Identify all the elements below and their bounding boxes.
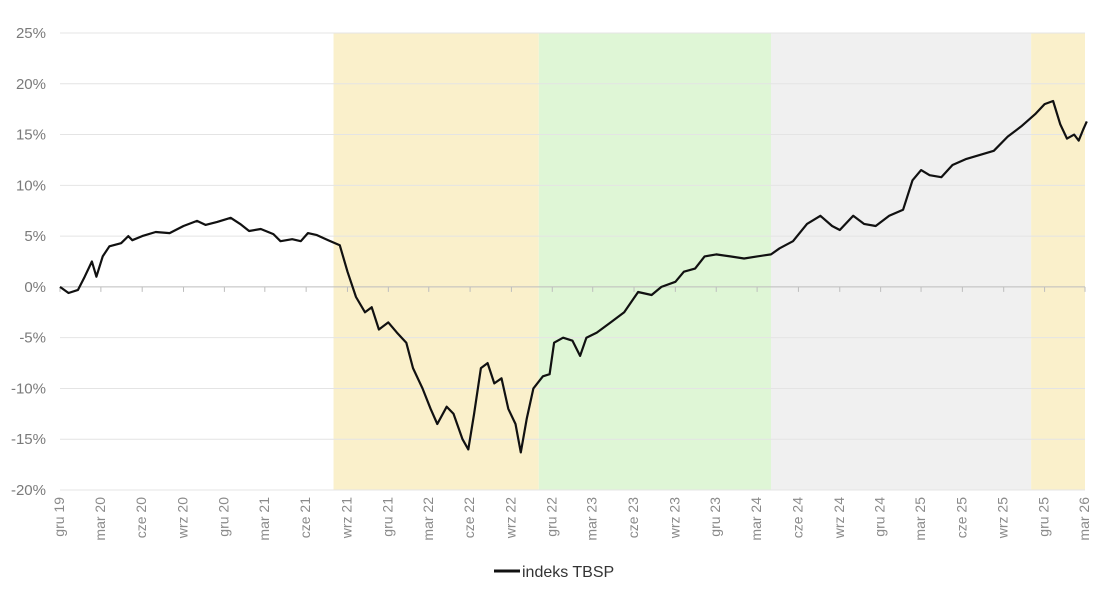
x-tick-label: gru 23 [707, 497, 723, 537]
x-tick-label: wrz 24 [831, 497, 847, 539]
x-tick-label: gru 19 [51, 497, 67, 537]
x-tick-label: mar 25 [912, 497, 928, 541]
shaded-period-1 [333, 33, 539, 490]
series-line [59, 99, 1088, 454]
x-tick-label: cze 25 [953, 497, 969, 538]
y-tick-label: -15% [11, 431, 46, 448]
x-tick-label: gru 22 [543, 497, 559, 537]
x-tick-label: mar 20 [92, 497, 108, 541]
shaded-period-2 [538, 33, 772, 490]
y-tick-label: 25% [16, 25, 46, 42]
shaded-periods [333, 33, 1085, 490]
gridlines [60, 32, 1085, 491]
legend: indeks TBSP [494, 564, 614, 581]
x-tick-label: gru 20 [215, 497, 231, 537]
x-tick-label: cze 22 [461, 497, 477, 538]
x-tick-label: mar 24 [748, 497, 764, 541]
x-tick-label: mar 21 [256, 497, 272, 541]
y-tick-label: 0% [24, 279, 46, 296]
x-tick-label: wrz 20 [175, 497, 191, 539]
x-tick-label: mar 23 [584, 497, 600, 541]
x-tick-label: wrz 25 [995, 497, 1011, 539]
x-tick-label: wrz 21 [338, 497, 354, 539]
shaded-period-4 [1031, 33, 1085, 490]
y-axis-ticks: 25% 20% 15% 10% 5% 0% -5% -10% -15% -20% [11, 25, 46, 499]
x-tick-label: mar 26 [1076, 497, 1092, 541]
legend-label: indeks TBSP [522, 564, 614, 581]
x-tick-label: gru 21 [379, 497, 395, 537]
x-tick-label: cze 23 [625, 497, 641, 538]
x-tick-label: gru 25 [1036, 497, 1052, 537]
x-tick-label: wrz 22 [502, 497, 518, 539]
y-tick-label: 10% [16, 177, 46, 194]
y-tick-label: 5% [24, 228, 46, 245]
series-lines [59, 99, 1088, 454]
y-tick-label: 20% [16, 76, 46, 93]
x-tick-label: cze 21 [297, 497, 313, 538]
x-tick-label: cze 20 [133, 497, 149, 538]
x-axis-ticks: gru 19 mar 20 cze 20 wrz 20 gru 20 mar 21 cze … [51, 286, 1092, 541]
y-tick-label: -5% [19, 330, 46, 347]
x-tick-label: mar 22 [420, 497, 436, 541]
x-tick-label: cze 24 [789, 497, 805, 538]
shaded-period-3 [771, 33, 1032, 490]
y-tick-label: -10% [11, 380, 46, 397]
y-tick-label: -20% [11, 482, 46, 499]
y-tick-label: 15% [16, 127, 46, 144]
x-tick-label: wrz 23 [666, 497, 682, 539]
x-tick-label: gru 24 [872, 497, 888, 537]
